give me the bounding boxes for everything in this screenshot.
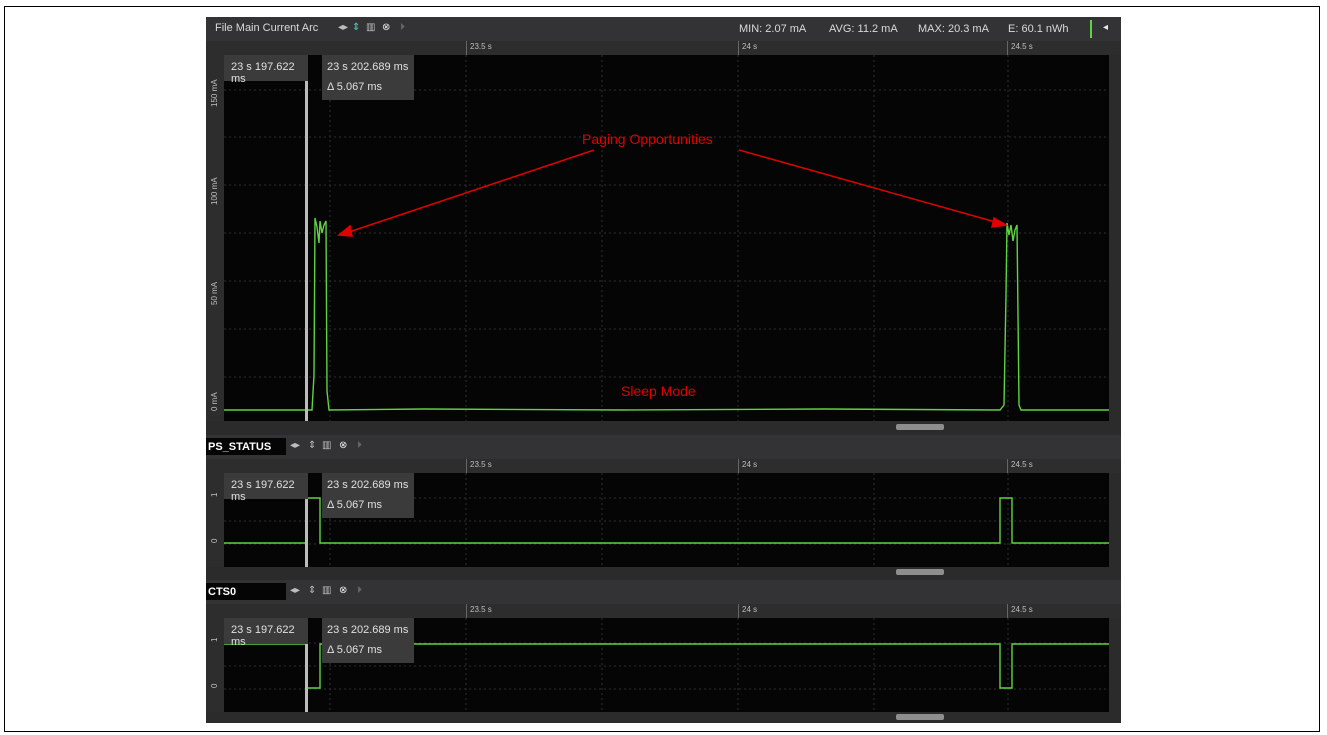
- close-circle-icon[interactable]: ⊗: [339, 440, 348, 451]
- bars-icon[interactable]: ▥: [366, 22, 376, 33]
- ps-status-y-axis: 1 0: [206, 473, 224, 567]
- ps-status-header: PS_STATUS ◂▸ ⇕ ▥ ⊗ ⏵: [206, 435, 1121, 459]
- time-ruler-cts0: 23.5 s 24 s 24.5 s: [206, 604, 1121, 618]
- y-label-50: 50 mA: [210, 281, 219, 305]
- pan-arrows-icon[interactable]: ◂▸: [290, 440, 301, 451]
- cursor-b-time: 23 s 202.689 ms: [327, 61, 409, 73]
- cursor-a-box: 23 s 197.622 ms: [224, 473, 308, 503]
- bars-icon[interactable]: ▥: [322, 440, 332, 451]
- ps-status-plot[interactable]: 23 s 197.622 ms 23 s 202.689 ms Δ 5.067 …: [224, 473, 1109, 567]
- cursor-a-box: 23 s 197.622 ms: [224, 55, 308, 85]
- paging-arrows: [337, 149, 1009, 237]
- stat-energy: E: 60.1 nWh: [1008, 23, 1069, 35]
- cursor-b-box: 23 s 202.689 ms Δ 5.067 ms: [322, 473, 414, 518]
- zoom-vertical-icon[interactable]: ⇕: [352, 22, 361, 33]
- stat-max: MAX: 20.3 mA: [918, 23, 989, 35]
- close-circle-icon[interactable]: ⊗: [382, 22, 391, 33]
- zoom-vertical-icon[interactable]: ⇕: [308, 585, 317, 596]
- current-plot[interactable]: Paging Opportunities Sleep Mode 23 s 197…: [224, 55, 1109, 421]
- cursor-a-time: 23 s 197.622 ms: [231, 624, 295, 648]
- current-panel-header: File Main Current Arc ◂▸ ⇕ ▥ ⊗ ⏵ MIN: 2.…: [206, 17, 1121, 41]
- cursor-b-box: 23 s 202.689 ms Δ 5.067 ms: [322, 618, 414, 663]
- close-circle-icon[interactable]: ⊗: [339, 585, 348, 596]
- cursor-delta: Δ 5.067 ms: [327, 81, 383, 93]
- bars-icon[interactable]: ▥: [322, 585, 332, 596]
- y-label-0: 0 mA: [210, 392, 219, 411]
- cursor-delta: Δ 5.067 ms: [327, 499, 383, 511]
- cursor-marker[interactable]: [305, 55, 308, 421]
- y-label-1: 1: [210, 637, 219, 642]
- zoom-vertical-icon[interactable]: ⇕: [308, 440, 317, 451]
- cursor-marker[interactable]: [305, 618, 308, 712]
- pan-arrows-icon[interactable]: ◂▸: [290, 585, 301, 596]
- paging-opportunities-label: Paging Opportunities: [582, 131, 713, 147]
- ps-status-scrollbar[interactable]: [896, 569, 944, 575]
- cts0-header: CTS0 ◂▸ ⇕ ▥ ⊗ ⏵: [206, 580, 1121, 604]
- time-ruler-ps: 23.5 s 24 s 24.5 s: [206, 459, 1121, 473]
- cursor-a-time: 23 s 197.622 ms: [231, 61, 295, 85]
- y-label-150: 150 mA: [210, 79, 219, 107]
- tick-label: 24 s: [742, 460, 758, 469]
- stat-avg: AVG: 11.2 mA: [829, 23, 898, 35]
- y-label-100: 100 mA: [210, 177, 219, 205]
- y-label-0: 0: [210, 683, 219, 688]
- cts0-plot[interactable]: 23 s 197.622 ms 23 s 202.689 ms Δ 5.067 …: [224, 618, 1109, 712]
- cursor-b-time: 23 s 202.689 ms: [327, 479, 409, 491]
- cursor-a-time: 23 s 197.622 ms: [231, 479, 295, 503]
- cts0-scrollbar[interactable]: [896, 714, 944, 720]
- cts0-y-axis: 1 0: [206, 618, 224, 712]
- current-scrollbar[interactable]: [896, 424, 944, 430]
- figure-frame: [4, 6, 1320, 732]
- sleep-mode-label: Sleep Mode: [621, 383, 696, 399]
- cursor-marker[interactable]: [305, 473, 308, 567]
- ps-status-name[interactable]: PS_STATUS: [206, 438, 286, 455]
- tick-label: 24 s: [742, 605, 758, 614]
- level-indicator: [1090, 20, 1092, 38]
- y-label-1: 1: [210, 492, 219, 497]
- current-panel-title: File Main Current Arc: [215, 22, 319, 34]
- y-label-0: 0: [210, 538, 219, 543]
- cursor-b-box: 23 s 202.689 ms Δ 5.067 ms: [322, 55, 414, 100]
- tick-label: 23.5 s: [470, 605, 492, 614]
- cursor-a-box: 23 s 197.622 ms: [224, 618, 308, 648]
- cts0-name[interactable]: CTS0: [206, 583, 286, 600]
- current-y-axis: 150 mA 100 mA 50 mA 0 mA: [206, 55, 224, 421]
- stat-min: MIN: 2.07 mA: [739, 23, 807, 35]
- tick-label: 24 s: [742, 42, 758, 51]
- tick-label: 24.5 s: [1011, 605, 1033, 614]
- tick-label: 24.5 s: [1011, 460, 1033, 469]
- tick-label: 24.5 s: [1011, 42, 1033, 51]
- pan-arrows-icon[interactable]: ◂▸: [338, 22, 349, 33]
- collapse-arrow-icon[interactable]: ◂: [1103, 22, 1109, 33]
- time-ruler-top: 23.5 s 24 s 24.5 s: [206, 41, 1121, 55]
- play-icon[interactable]: ⏵: [357, 440, 362, 451]
- tick-label: 23.5 s: [470, 460, 492, 469]
- play-icon[interactable]: ⏵: [400, 22, 405, 33]
- play-icon[interactable]: ⏵: [357, 585, 362, 596]
- current-trace-svg: [224, 55, 1109, 421]
- tick-label: 23.5 s: [470, 42, 492, 51]
- logic-analyzer-window: File Main Current Arc ◂▸ ⇕ ▥ ⊗ ⏵ MIN: 2.…: [206, 17, 1121, 723]
- cursor-delta: Δ 5.067 ms: [327, 644, 383, 656]
- cursor-b-time: 23 s 202.689 ms: [327, 624, 409, 636]
